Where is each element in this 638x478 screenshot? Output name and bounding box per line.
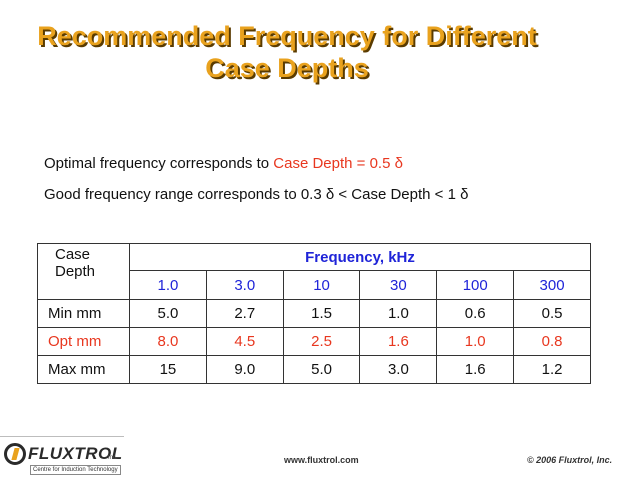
table-row-max: Max mm 15 9.0 5.0 3.0 1.6 1.2 [37,355,591,384]
footer-url: www.fluxtrol.com [284,455,359,465]
case-depth-header-line-2: Depth [55,263,96,280]
table-cell: 9.0 [205,355,284,384]
slide-title-line-2: Case Depths [205,53,369,83]
frequency-header-cell: 30 [359,270,438,300]
table-cell: 1.2 [513,355,591,384]
table-cell: 0.6 [436,299,515,328]
table-cell: 3.0 [359,355,438,384]
frequency-table: Case Depth Frequency, kHz 1.0 3.0 10 30 1… [37,243,591,384]
table-cell: 1.0 [436,327,515,356]
fluxtrol-logo: FLUXTROL Inc. Centre for Induction Techn… [4,443,122,475]
optimal-case-depth-highlight: Case Depth = 0.5 δ [273,155,403,172]
row-label: Opt mm [37,327,130,356]
frequency-header-cell: 300 [513,270,591,300]
frequency-header-row: 1.0 3.0 10 30 100 300 [38,270,591,300]
table-cell: 2.7 [205,299,284,328]
frequency-header-cell: 3.0 [205,270,284,300]
row-label: Max mm [37,355,130,384]
logo-tagline: Centre for Induction Technology [30,465,121,475]
table-cell: 0.5 [513,299,591,328]
frequency-header-cell: 100 [436,270,515,300]
frequency-header-cell: 1.0 [129,270,207,300]
case-depth-header-line-1: Case [55,246,91,263]
frequency-header-cell: 10 [282,270,361,300]
table-cell: 4.5 [205,327,284,356]
row-label: Min mm [37,299,130,328]
logo-inc: Inc. [108,455,118,461]
table-cell: 8.0 [129,327,207,356]
table-cell: 1.0 [359,299,438,328]
table-cell: 5.0 [129,299,207,328]
table-cell: 2.5 [282,327,361,356]
logo-wordmark: FLUXTROL [28,444,123,463]
case-depth-header: Case Depth [37,243,130,300]
frequency-group-header: Frequency, kHz [129,243,591,271]
slide-title-line-1: Recommended Frequency for Different [37,21,537,51]
frequency-range-note: Good frequency range corresponds to 0.3 … [44,186,469,203]
footer-copyright: © 2006 Fluxtrol, Inc. [527,455,613,465]
table-cell: 1.5 [282,299,361,328]
table-cell: 15 [129,355,207,384]
logo-mark-icon [4,443,26,465]
slide-title: Recommended Frequency for Different Case… [0,20,574,84]
table-cell: 1.6 [436,355,515,384]
optimal-frequency-note-text: Optimal frequency corresponds to [44,155,274,172]
table-cell: 0.8 [513,327,591,356]
footer-divider [0,436,124,437]
optimal-frequency-note: Optimal frequency corresponds to Case De… [44,154,403,174]
table-cell: 5.0 [282,355,361,384]
table-cell: 1.6 [359,327,438,356]
table-row-min: Min mm 5.0 2.7 1.5 1.0 0.6 0.5 [37,299,591,328]
table-row-opt: Opt mm 8.0 4.5 2.5 1.6 1.0 0.8 [37,327,591,356]
